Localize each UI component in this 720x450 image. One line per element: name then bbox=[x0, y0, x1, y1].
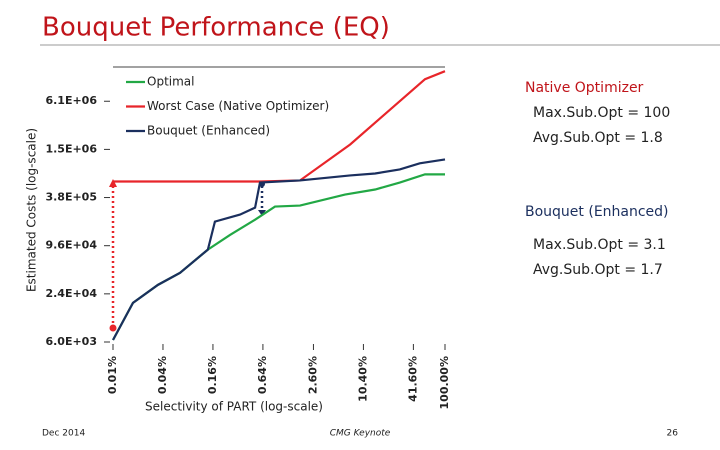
y-tick-label: 9.6E+04 bbox=[45, 239, 97, 252]
series-line bbox=[113, 70, 446, 183]
annotation: Avg.Sub.Opt = 1.8 bbox=[533, 130, 663, 146]
y-axis-label: Estimated Costs (log-scale) bbox=[25, 128, 39, 292]
y-tick-label: 6.1E+06 bbox=[45, 94, 97, 107]
y-tick-label: 1.5E+06 bbox=[45, 142, 97, 155]
y-tick-label: 6.0E+03 bbox=[45, 335, 97, 348]
x-tick-label: 100.00% bbox=[438, 356, 451, 409]
arrow-head bbox=[258, 210, 266, 216]
footer-page: 26 bbox=[667, 429, 679, 439]
y-tick-label: 3.8E+05 bbox=[45, 191, 97, 204]
x-tick-label: 41.60% bbox=[406, 356, 419, 402]
footer-event: CMG Keynote bbox=[330, 429, 391, 439]
arrow-head bbox=[109, 179, 117, 187]
slide-title: Bouquet Performance (EQ) bbox=[42, 13, 390, 43]
x-tick-label: 10.40% bbox=[356, 356, 369, 402]
x-tick-label: 0.16% bbox=[206, 356, 219, 394]
x-tick-label: 0.04% bbox=[156, 356, 169, 394]
legend-label: Bouquet (Enhanced) bbox=[147, 124, 270, 138]
annotation: Max.Sub.Opt = 100 bbox=[533, 105, 670, 121]
arrow-tail bbox=[109, 324, 117, 332]
x-axis-label: Selectivity of PART (log-scale) bbox=[145, 400, 323, 414]
legend-label: Worst Case (Native Optimizer) bbox=[147, 99, 329, 113]
legend-label: Optimal bbox=[147, 75, 194, 89]
x-tick-label: 2.60% bbox=[306, 356, 319, 394]
annotation: Native Optimizer bbox=[525, 80, 644, 96]
series-line bbox=[112, 158, 446, 341]
x-tick-label: 0.01% bbox=[106, 356, 119, 394]
annotation: Bouquet (Enhanced) bbox=[525, 204, 669, 220]
annotation: Max.Sub.Opt = 3.1 bbox=[533, 237, 666, 253]
footer-date: Dec 2014 bbox=[42, 429, 85, 439]
annotation: Avg.Sub.Opt = 1.7 bbox=[533, 262, 663, 278]
y-tick-label: 2.4E+04 bbox=[45, 287, 97, 300]
x-tick-label: 0.64% bbox=[256, 356, 269, 394]
series-line bbox=[112, 173, 445, 341]
